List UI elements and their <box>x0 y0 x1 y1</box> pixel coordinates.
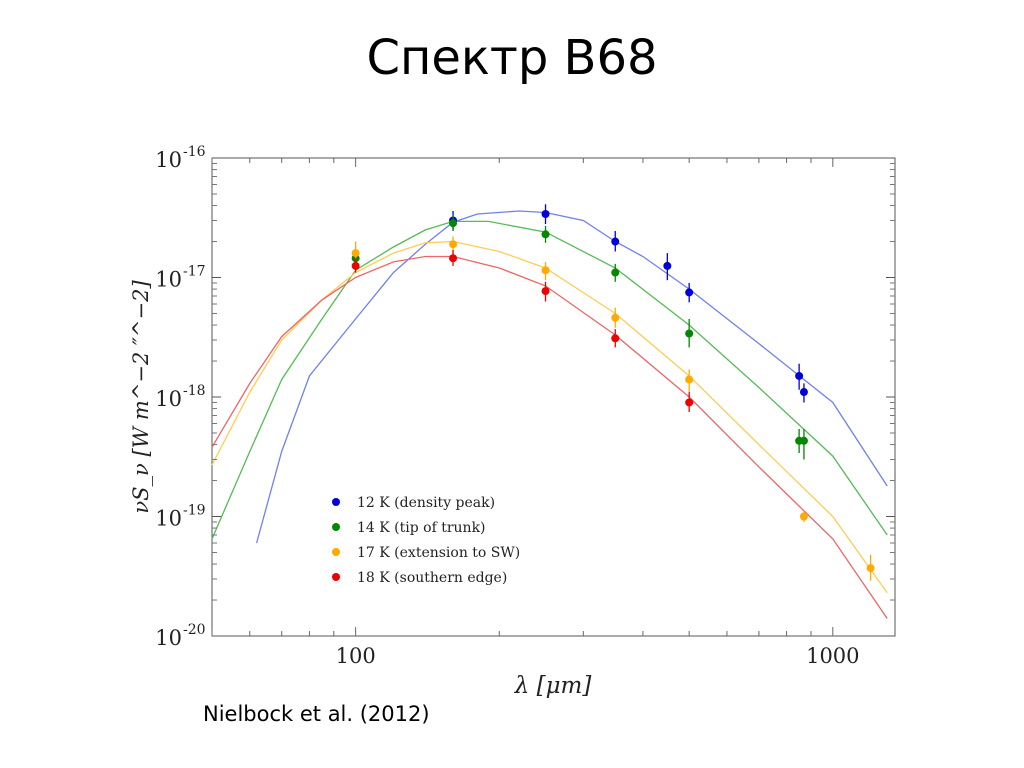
data-point <box>449 219 458 228</box>
y-tick-exponent: -18 <box>183 383 206 399</box>
legend-label: 17 K (extension to SW) <box>357 545 520 561</box>
y-tick-base: 10 <box>155 626 182 650</box>
data-point <box>799 388 808 397</box>
y-tick-label: 10 <box>155 387 182 411</box>
data-point <box>351 261 360 270</box>
data-point <box>611 268 620 277</box>
legend-label: 14 K (tip of trunk) <box>357 520 486 536</box>
data-point <box>685 329 694 338</box>
y-tick-base: 10 <box>155 387 182 411</box>
data-point <box>611 313 620 322</box>
y-tick-label: 10 <box>155 148 182 172</box>
y-tick-base: 10 <box>155 507 182 531</box>
data-point <box>611 237 620 246</box>
model-curve <box>255 210 888 544</box>
model-curve <box>211 220 888 540</box>
y-tick-label: 10 <box>155 626 182 650</box>
data-point <box>541 209 550 218</box>
legend-marker <box>332 573 340 581</box>
y-tick-label: 10 <box>155 507 182 531</box>
x-axis-label: λ [μm] <box>514 673 592 699</box>
data-point <box>663 261 672 270</box>
y-axis-label: νS_ν [W m^−2 ″^−2] <box>129 280 153 514</box>
model-curve <box>211 255 888 619</box>
legend: 12 K (density peak) 14 K (tip of trunk) 17… <box>332 495 520 586</box>
data-point <box>799 436 808 445</box>
data-point <box>799 512 808 521</box>
slide-title: Спектр B68 <box>366 30 658 86</box>
y-tick-exponent: -16 <box>183 144 206 160</box>
data-point <box>685 288 694 297</box>
data-point <box>541 287 550 296</box>
caption-citation: Nielbock et al. (2012) <box>203 702 430 726</box>
data-point <box>611 334 620 343</box>
model-curve <box>211 240 888 594</box>
data-point <box>449 240 458 249</box>
data-point <box>685 398 694 407</box>
y-tick-exponent: -17 <box>183 264 206 280</box>
y-tick-label: 10 <box>155 268 182 292</box>
data-point <box>795 371 804 380</box>
x-tick-label: 100 <box>336 644 376 668</box>
y-tick-exponent: -19 <box>183 503 206 519</box>
data-point <box>541 266 550 275</box>
legend-marker <box>332 498 340 506</box>
legend-marker <box>332 548 340 556</box>
y-tick-base: 10 <box>155 148 182 172</box>
data-point <box>866 564 875 573</box>
x-tick-label: 1000 <box>806 644 859 668</box>
y-tick-base: 10 <box>155 268 182 292</box>
data-point <box>685 375 694 384</box>
legend-label: 18 K (southern edge) <box>357 570 507 586</box>
data-points <box>351 204 875 581</box>
legend-marker <box>332 523 340 531</box>
data-point <box>351 249 360 258</box>
y-tick-exponent: -20 <box>183 622 206 638</box>
legend-label: 12 K (density peak) <box>357 495 495 511</box>
plot-frame <box>211 157 896 637</box>
data-point <box>449 254 458 263</box>
data-point <box>541 230 550 239</box>
model-curves <box>211 210 888 619</box>
